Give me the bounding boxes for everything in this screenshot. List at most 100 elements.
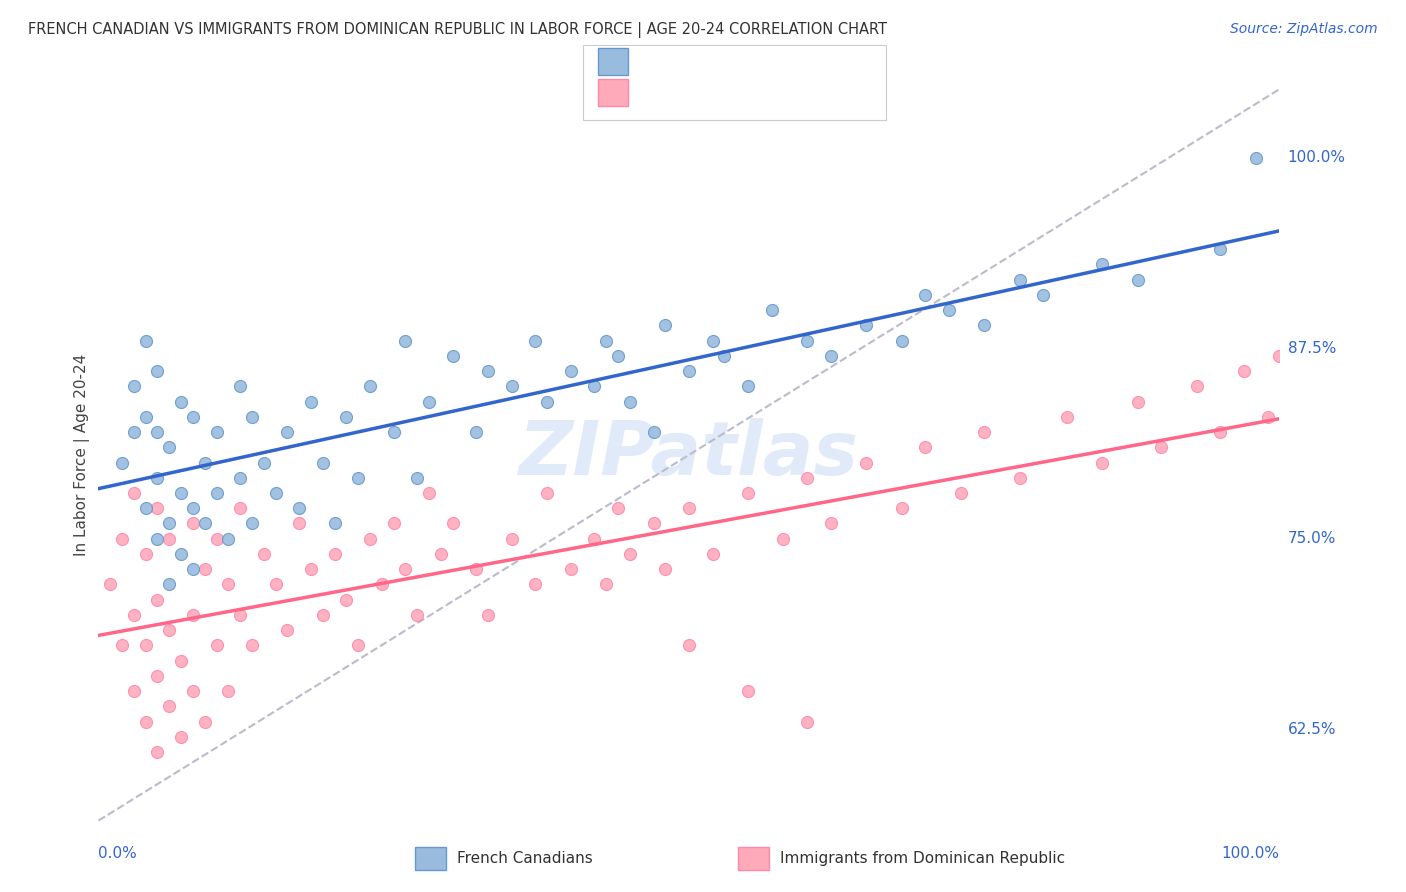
- Point: [135, 334, 157, 348]
- Point: [240, 409, 263, 424]
- Point: [299, 562, 322, 576]
- Point: [170, 654, 193, 668]
- Point: [619, 547, 641, 561]
- Point: [536, 394, 558, 409]
- Text: French Canadians: French Canadians: [457, 851, 593, 866]
- Point: [146, 669, 169, 683]
- Point: [181, 562, 204, 576]
- Point: [477, 364, 499, 378]
- Point: [217, 577, 239, 591]
- Point: [441, 516, 464, 531]
- Point: [312, 456, 335, 470]
- Point: [157, 577, 180, 591]
- Point: [678, 364, 700, 378]
- Point: [855, 456, 877, 470]
- Point: [524, 577, 547, 591]
- Point: [181, 684, 204, 698]
- Point: [229, 501, 252, 516]
- Point: [382, 425, 405, 439]
- Point: [938, 303, 960, 318]
- Point: [157, 516, 180, 531]
- Point: [288, 516, 311, 531]
- Text: 100.0%: 100.0%: [1222, 846, 1279, 861]
- Point: [135, 547, 157, 561]
- Point: [607, 501, 630, 516]
- Point: [678, 639, 700, 653]
- Point: [181, 501, 204, 516]
- Point: [973, 425, 995, 439]
- Point: [796, 471, 818, 485]
- Point: [146, 745, 169, 759]
- Point: [170, 730, 193, 744]
- Text: R = 0.516   N = 73: R = 0.516 N = 73: [640, 53, 797, 70]
- Point: [702, 334, 724, 348]
- Point: [643, 425, 665, 439]
- Point: [418, 394, 440, 409]
- Point: [194, 562, 217, 576]
- Point: [1056, 409, 1078, 424]
- Point: [560, 562, 582, 576]
- Point: [98, 577, 121, 591]
- Point: [135, 714, 157, 729]
- Point: [157, 440, 180, 454]
- Point: [1185, 379, 1208, 393]
- Point: [264, 577, 287, 591]
- Point: [914, 288, 936, 302]
- Point: [418, 486, 440, 500]
- Point: [1244, 151, 1267, 165]
- Point: [229, 379, 252, 393]
- Point: [1150, 440, 1173, 454]
- Point: [406, 607, 429, 622]
- Point: [394, 334, 416, 348]
- Point: [1126, 394, 1149, 409]
- Point: [205, 486, 228, 500]
- Point: [796, 714, 818, 729]
- Point: [678, 501, 700, 516]
- Text: R = 0.311   N = 83: R = 0.311 N = 83: [640, 84, 797, 102]
- Point: [1008, 273, 1031, 287]
- Point: [595, 334, 617, 348]
- Point: [619, 394, 641, 409]
- Point: [240, 639, 263, 653]
- Point: [595, 577, 617, 591]
- Point: [323, 516, 346, 531]
- Point: [323, 547, 346, 561]
- Point: [973, 318, 995, 333]
- Point: [560, 364, 582, 378]
- Point: [737, 684, 759, 698]
- Point: [146, 592, 169, 607]
- Point: [181, 516, 204, 531]
- Point: [122, 684, 145, 698]
- Point: [1209, 425, 1232, 439]
- Text: 100.0%: 100.0%: [1288, 150, 1346, 165]
- Point: [122, 486, 145, 500]
- Point: [264, 486, 287, 500]
- Point: [796, 334, 818, 348]
- Point: [820, 516, 842, 531]
- Point: [111, 532, 134, 546]
- Point: [371, 577, 394, 591]
- Point: [430, 547, 453, 561]
- Point: [288, 501, 311, 516]
- Point: [276, 425, 298, 439]
- Point: [643, 516, 665, 531]
- Point: [477, 607, 499, 622]
- Point: [949, 486, 972, 500]
- Text: 0.0%: 0.0%: [98, 846, 138, 861]
- Point: [914, 440, 936, 454]
- Point: [1209, 242, 1232, 256]
- Point: [347, 471, 370, 485]
- Point: [394, 562, 416, 576]
- Point: [1091, 257, 1114, 271]
- Text: FRENCH CANADIAN VS IMMIGRANTS FROM DOMINICAN REPUBLIC IN LABOR FORCE | AGE 20-24: FRENCH CANADIAN VS IMMIGRANTS FROM DOMIN…: [28, 22, 887, 38]
- Point: [299, 394, 322, 409]
- Point: [1008, 471, 1031, 485]
- Point: [1233, 364, 1256, 378]
- Point: [135, 501, 157, 516]
- Text: Source: ZipAtlas.com: Source: ZipAtlas.com: [1230, 22, 1378, 37]
- Point: [772, 532, 794, 546]
- Point: [146, 501, 169, 516]
- Point: [146, 471, 169, 485]
- Point: [253, 547, 276, 561]
- Point: [194, 456, 217, 470]
